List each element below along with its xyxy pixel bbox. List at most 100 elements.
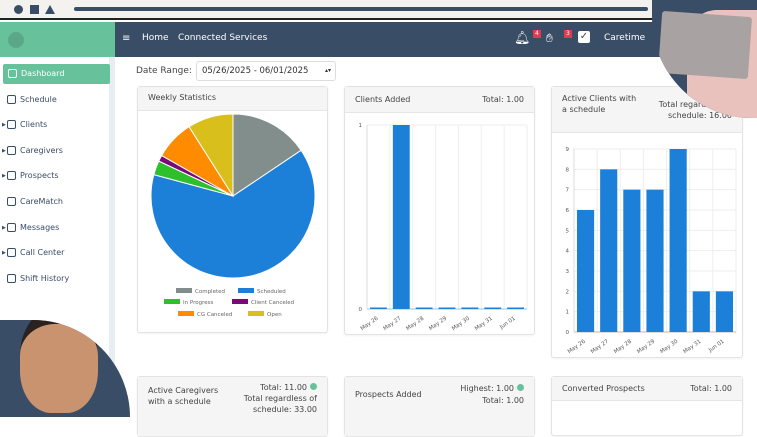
sidebar-item-shift-history[interactable]: Shift History — [0, 269, 110, 289]
caret-icon: ▶ — [2, 250, 6, 257]
user-plus-icon — [7, 171, 16, 181]
headset-icon — [7, 248, 16, 258]
bar-jun-01 — [507, 307, 524, 309]
bar-may-26 — [370, 307, 387, 309]
legend-swatch — [164, 299, 180, 304]
legend-label: Completed — [195, 289, 225, 295]
sidebar-item-caregivers[interactable]: ▶ Caregivers — [0, 141, 110, 161]
hand-icon[interactable]: ✋︎ — [546, 31, 553, 45]
nav-connected-services[interactable]: Connected Services — [178, 33, 268, 43]
copy-icon — [7, 197, 16, 206]
x-tick-label: May 31 — [474, 316, 494, 332]
sidebar-item-label: Clients — [20, 120, 48, 130]
y-tick-label: 7 — [566, 188, 570, 194]
card-title: Weekly Statistics — [148, 93, 216, 102]
calendar-icon — [7, 94, 16, 104]
user-menu[interactable]: Caretime — [604, 33, 646, 43]
converted-prospects-card: Converted Prospects Total: 1.00 — [551, 376, 743, 436]
logo[interactable]: caretime — [0, 22, 115, 86]
y-tick-label: 6 — [566, 208, 570, 214]
chat-icon — [7, 222, 16, 232]
date-range-label: Date Range: — [136, 66, 192, 76]
caret-icon: ▶ — [2, 122, 6, 129]
bar-may-28 — [415, 307, 433, 309]
x-tick-label: May 26 — [567, 338, 587, 355]
info-icon[interactable] — [310, 383, 317, 390]
card-title: Active Caregivers with a schedule — [148, 386, 219, 406]
notifications-badge: 4 — [533, 30, 541, 38]
x-tick-label: Jun 01 — [498, 316, 516, 331]
circle-icon — [14, 5, 23, 14]
y-tick-label: 1 — [566, 310, 570, 316]
card-totals: Total: 11.00 Total regardless of schedule… — [227, 382, 317, 415]
prospects-added-card: Prospects Added Highest: 1.00 Total: 1.00 — [344, 376, 535, 437]
x-tick-label: May 27 — [383, 315, 403, 332]
bar-may-31 — [692, 291, 710, 332]
x-tick-label: May 28 — [613, 338, 633, 355]
bar-may-27 — [392, 125, 410, 309]
sidebar-item-messages[interactable]: ▶ Messages — [0, 218, 110, 238]
pie-slice-completed — [232, 113, 302, 197]
x-tick-label: Jun 01 — [707, 339, 725, 354]
x-tick-label: May 30 — [451, 315, 471, 332]
sidebar-item-prospects[interactable]: ▶ Prospects — [0, 166, 110, 186]
sidebar-item-dashboard[interactable]: Dashboard — [3, 64, 110, 84]
sidebar-item-label: Messages — [20, 222, 60, 232]
legend-label: Client Canceled — [251, 300, 294, 306]
clock-icon — [7, 273, 16, 283]
menu-toggle-icon[interactable]: ≡ — [122, 33, 131, 44]
bar-may-27 — [600, 169, 618, 332]
info-icon[interactable] — [517, 384, 524, 391]
sidebar-item-call-center[interactable]: ▶ Call Center — [0, 243, 110, 263]
bell-icon[interactable]: 🔔︎ — [514, 31, 531, 46]
legend-swatch — [238, 288, 254, 293]
pie-slice-scheduled — [150, 149, 316, 279]
x-tick-label: May 30 — [659, 338, 679, 355]
legend-swatch — [248, 311, 264, 316]
weekly-statistics-card: Weekly Statistics Completed Scheduled In P… — [137, 86, 328, 333]
sidebar-item-label: CareMatch — [20, 197, 63, 206]
x-tick-label: May 29 — [636, 338, 656, 355]
date-range-select[interactable]: 05/26/2025 - 06/01/2025 ▴▾ — [196, 61, 336, 81]
y-tick-label: 2 — [566, 289, 570, 295]
caret-icon: ▶ — [2, 224, 6, 231]
y-tick-label: 0 — [566, 330, 570, 336]
y-tick-label: 3 — [566, 269, 570, 275]
square-icon — [30, 5, 39, 14]
card-title: Converted Prospects — [562, 384, 645, 393]
x-tick-label: May 29 — [428, 315, 448, 332]
y-tick-label: 5 — [566, 228, 570, 234]
bar-chart: 0 1 2 3 4 5 6 7 8 9 May 26 May 27 May 28 May 29 May 30… — [566, 147, 737, 355]
y-tick-label: 1 — [359, 123, 363, 129]
legend-label: CG Canceled — [197, 312, 232, 318]
bar-may-30 — [669, 149, 687, 332]
x-tick-label: May 26 — [360, 315, 380, 332]
legend-label: In Progress — [183, 300, 213, 306]
sidebar-item-clients[interactable]: ▶ Clients — [0, 115, 110, 135]
card-title: Active Clients with a schedule — [562, 94, 637, 114]
bar-jun-01 — [715, 291, 733, 332]
card-highest: Highest: 1.00 — [460, 384, 514, 393]
bar-may-29 — [438, 307, 456, 309]
user-icon — [7, 145, 16, 155]
address-bar[interactable] — [74, 7, 648, 11]
legend-label: Open — [267, 312, 282, 318]
app-header: caretime ≡ Home Connected Services 🔔︎ 4 … — [0, 22, 757, 86]
sidebar-item-label: Dashboard — [21, 69, 65, 78]
browser-bar — [0, 0, 757, 20]
sidebar-item-carematch[interactable]: CareMatch — [0, 192, 110, 212]
nav-home[interactable]: Home — [142, 33, 169, 43]
card-total-regardless: Total regardless of schedule: 33.00 — [243, 394, 317, 414]
bar-may-30 — [461, 307, 479, 309]
x-tick-label: May 31 — [683, 339, 703, 355]
sidebar-item-label: Prospects — [20, 171, 59, 181]
caret-icon: ▶ — [2, 173, 6, 180]
sidebar-item-schedule[interactable]: Schedule — [0, 90, 110, 110]
clients-added-card: Clients Added Total: 1.00 0 1 May 26 May 27 M… — [344, 86, 535, 335]
pie-chart: Completed Scheduled In Progress Client Canc… — [150, 113, 316, 318]
bar-may-28 — [623, 189, 641, 332]
checkbox-icon[interactable]: ✓ — [578, 31, 590, 43]
bar-chart: 0 1 May 26 May 27 May 28 May 29 May 30 May 31 Ju… — [359, 123, 528, 332]
legend-label: Scheduled — [257, 289, 286, 295]
bar-may-26 — [577, 210, 595, 332]
